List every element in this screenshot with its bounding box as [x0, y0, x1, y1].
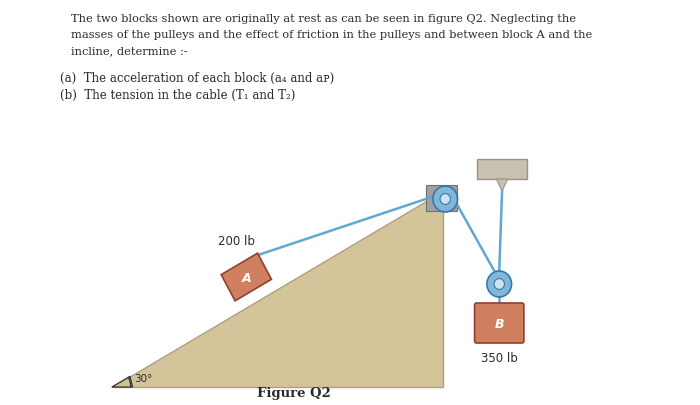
Circle shape — [440, 194, 450, 205]
Text: 200 lb: 200 lb — [218, 234, 255, 247]
Text: masses of the pulleys and the effect of friction in the pulleys and between bloc: masses of the pulleys and the effect of … — [71, 30, 592, 40]
Text: The two blocks shown are originally at rest as can be seen in figure Q2. Neglect: The two blocks shown are originally at r… — [71, 14, 576, 24]
Polygon shape — [221, 254, 272, 301]
Text: Figure Q2: Figure Q2 — [257, 386, 330, 399]
Polygon shape — [112, 192, 443, 387]
Circle shape — [494, 279, 505, 290]
Polygon shape — [426, 185, 456, 211]
Circle shape — [433, 187, 458, 213]
Polygon shape — [496, 179, 507, 192]
Text: 350 lb: 350 lb — [481, 351, 517, 364]
Bar — [477, 160, 526, 179]
Circle shape — [487, 271, 512, 297]
Text: 30°: 30° — [134, 373, 153, 383]
Text: B: B — [494, 317, 504, 330]
Text: (a)  The acceleration of each block (a₄ and aᴩ): (a) The acceleration of each block (a₄ a… — [60, 72, 334, 85]
Text: incline, determine :-: incline, determine :- — [71, 46, 188, 56]
Text: A: A — [241, 272, 251, 285]
Text: (b)  The tension in the cable (T₁ and T₂): (b) The tension in the cable (T₁ and T₂) — [60, 89, 295, 102]
FancyBboxPatch shape — [475, 303, 524, 343]
